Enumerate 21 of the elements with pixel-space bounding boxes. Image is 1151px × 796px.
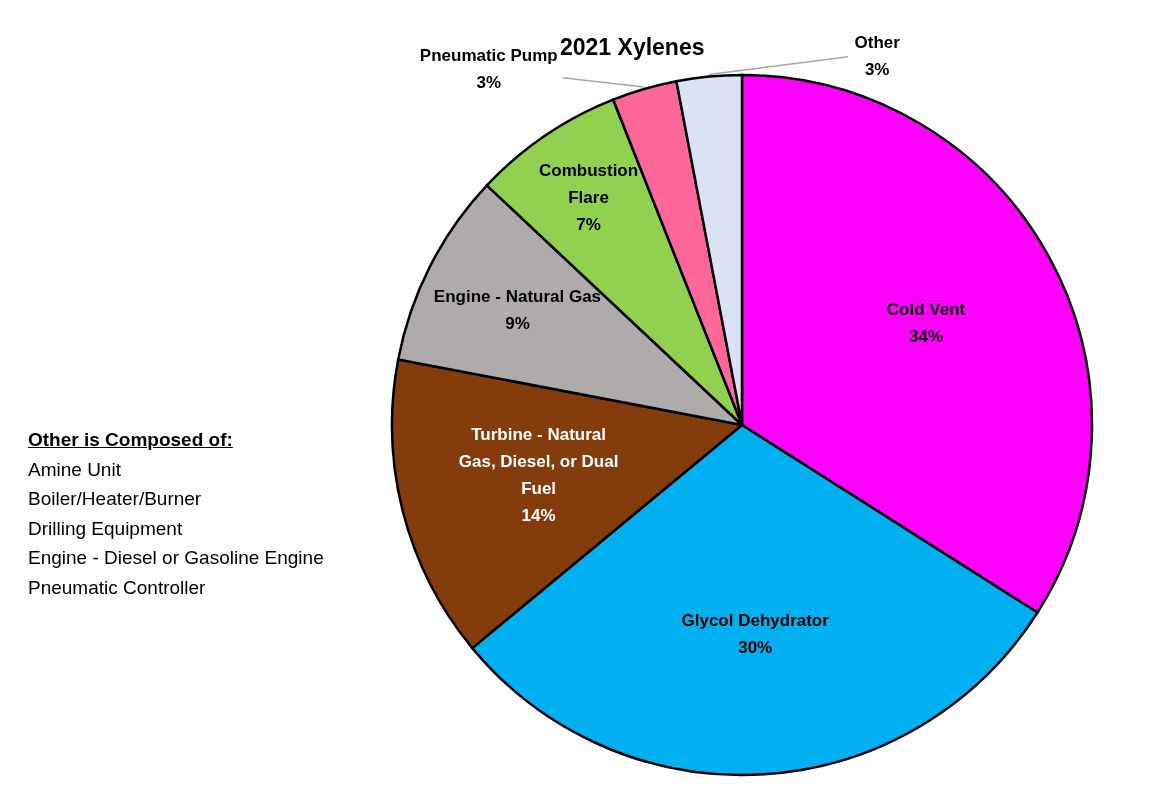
- data-label: 7%: [576, 215, 601, 235]
- slice-label: Combustion Flare: [538, 161, 639, 208]
- text: Engine - Diesel or Gasoline Engine: [28, 546, 324, 570]
- data-label: 34%: [909, 326, 944, 346]
- data-label: 3%: [476, 72, 502, 92]
- slice-label: Pneumatic Pump: [419, 45, 558, 65]
- text: Other is Composed of:: [28, 428, 234, 452]
- slice-label: Cold Vent: [886, 299, 966, 319]
- slice-label: Other: [854, 32, 901, 52]
- slice-label: Engine - Natural Gas: [433, 286, 602, 306]
- data-label: 9%: [505, 313, 530, 333]
- text: Amine Unit: [28, 457, 122, 482]
- text: Pneumatic Controller: [28, 575, 207, 600]
- chart-title: 2021 Xylenes: [560, 34, 705, 60]
- data-label: 30%: [738, 637, 773, 657]
- text: Boiler/Heater/Burner: [28, 487, 203, 511]
- slice-label: Glycol Dehydrator: [681, 610, 830, 630]
- text: Drilling Equipment: [28, 516, 184, 541]
- data-label: 3%: [864, 59, 890, 79]
- slice-label: Turbine - Natural Gas, Diesel, or Dual Fuel: [458, 425, 619, 499]
- data-label: 14%: [521, 506, 556, 526]
